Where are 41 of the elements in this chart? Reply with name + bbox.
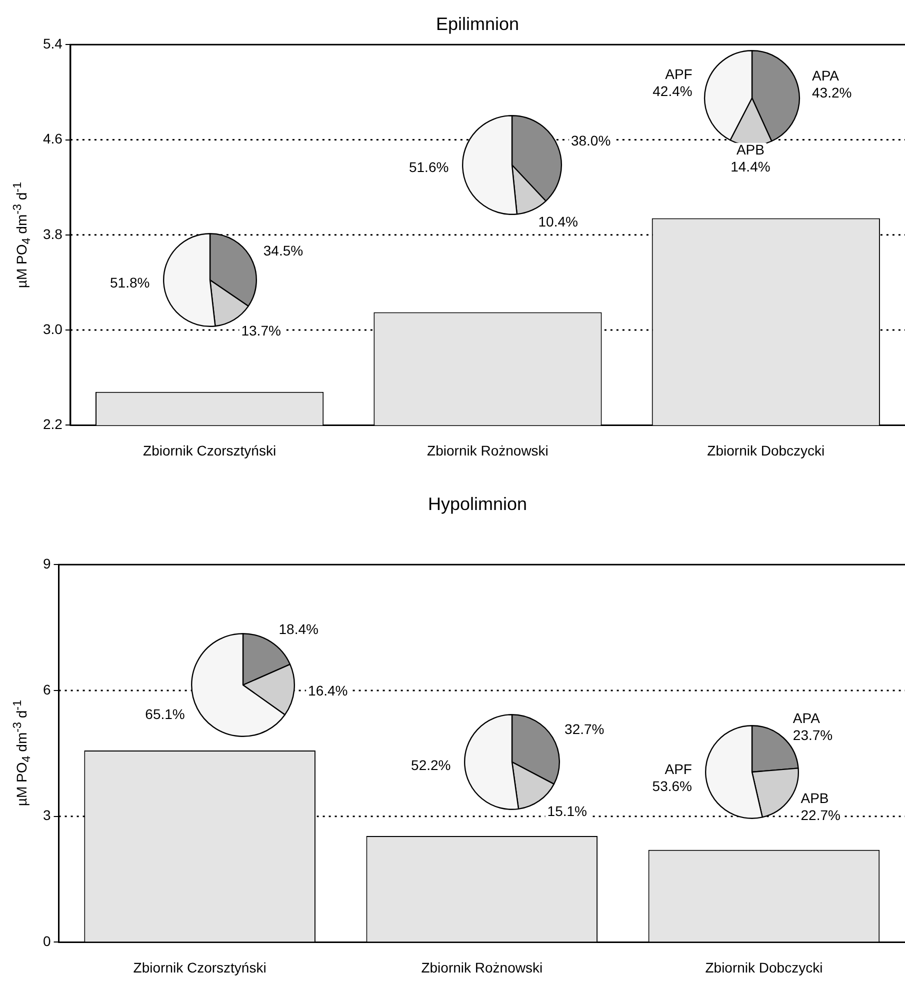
- x-tick-label: Zbiornik Rożnowski: [421, 959, 543, 976]
- chart-title: Epilimnion: [436, 14, 520, 34]
- x-tick-label: Zbiornik Dobczycki: [707, 442, 825, 458]
- x-tick-label: Zbiornik Rożnowski: [427, 442, 548, 458]
- slice-label: APF: [664, 761, 692, 778]
- y-tick-label: 3: [42, 807, 51, 824]
- slice-label: APF: [665, 66, 692, 82]
- data-label: 34.5%: [263, 242, 304, 259]
- y-tick-label: 4.6: [42, 130, 63, 147]
- data-label: 43.2%: [812, 84, 852, 100]
- y-tick-label: 2.2: [42, 416, 63, 432]
- y-tick-label: 5.4: [42, 35, 63, 52]
- data-label: 10.4%: [538, 214, 578, 230]
- data-label: 42.4%: [652, 82, 692, 99]
- data-label: 51.8%: [110, 274, 150, 290]
- data-label: 32.7%: [564, 721, 604, 738]
- x-tick-label: Zbiornik Dobczycki: [705, 959, 823, 976]
- slice-label: APB: [800, 790, 829, 806]
- data-label: 38.0%: [570, 132, 611, 149]
- y-tick-label: 6: [42, 681, 51, 698]
- y-tick-label: 3.8: [42, 226, 63, 242]
- data-label: 15.1%: [547, 803, 588, 820]
- data-label: 18.4%: [278, 621, 318, 638]
- data-label: 53.6%: [652, 778, 692, 794]
- slice-label: APB: [736, 142, 764, 158]
- x-tick-label: Zbiornik Czorsztyński: [133, 959, 266, 976]
- data-label: 13.7%: [241, 322, 281, 339]
- data-label: 65.1%: [145, 706, 185, 722]
- data-label: 16.4%: [308, 682, 348, 699]
- data-label: 23.7%: [792, 726, 833, 743]
- x-tick-label: Zbiornik Czorsztyński: [143, 442, 276, 458]
- y-tick-label: 9: [42, 555, 51, 572]
- data-label: 51.6%: [408, 159, 449, 176]
- chart-title: Hypolimnion: [428, 494, 528, 514]
- y-tick-label: 3.0: [42, 320, 63, 337]
- y-tick-label: 0: [42, 933, 51, 950]
- slice-label: APA: [812, 67, 840, 84]
- data-label: 14.4%: [730, 158, 770, 175]
- data-label: 52.2%: [411, 757, 451, 774]
- data-label: 22.7%: [800, 807, 840, 824]
- slice-label: APA: [792, 710, 821, 726]
